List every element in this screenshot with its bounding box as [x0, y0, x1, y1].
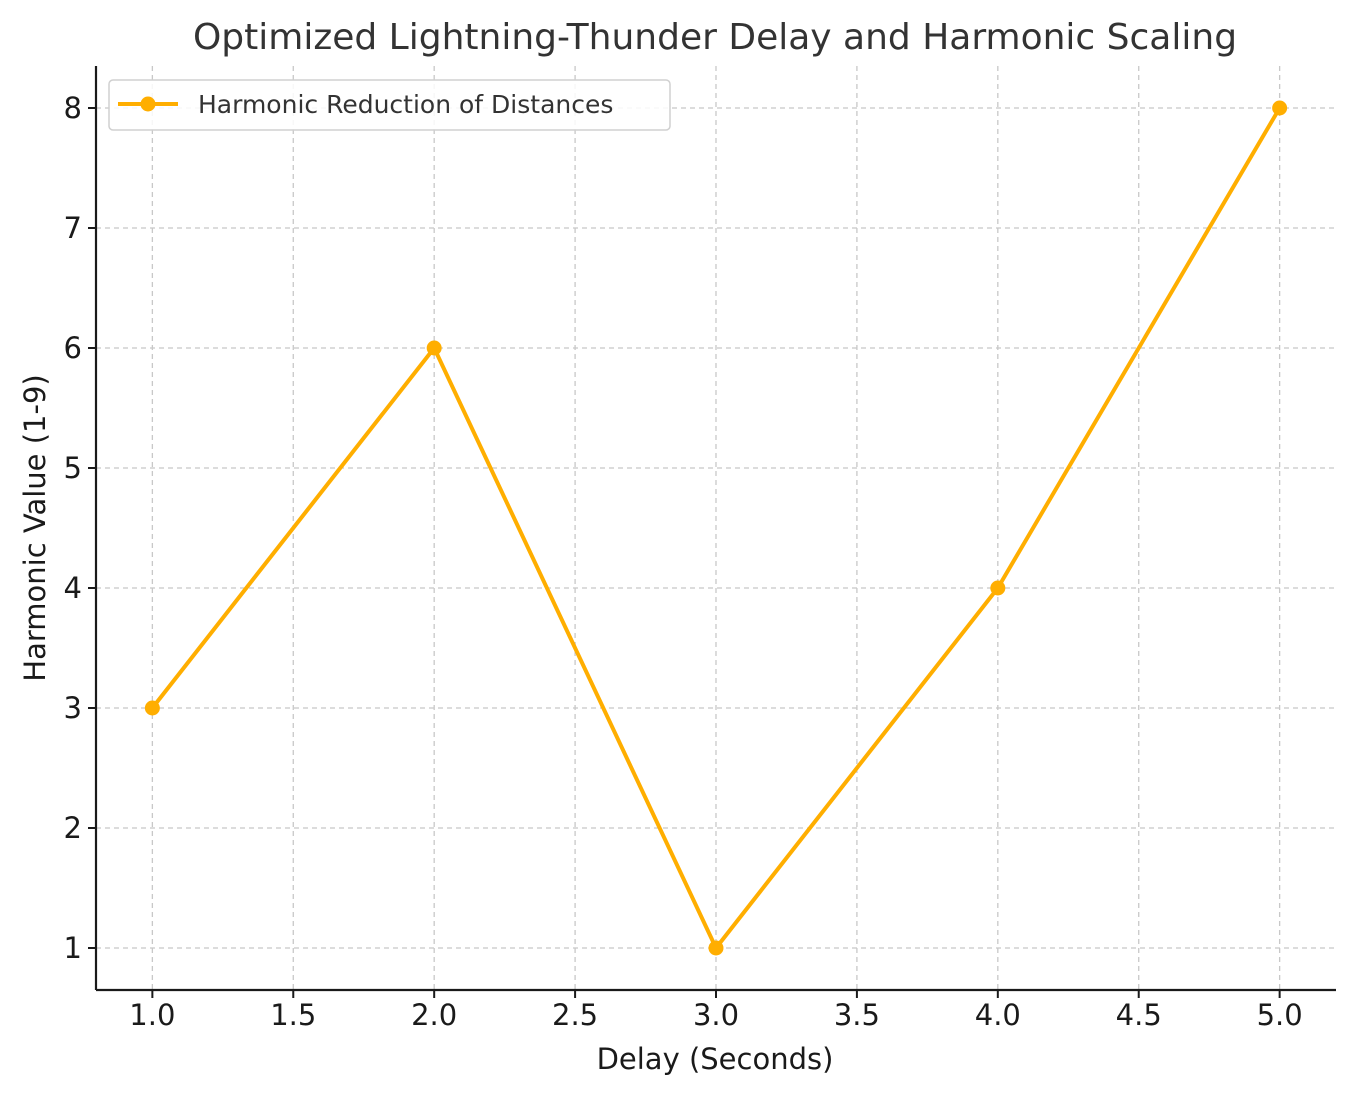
data-point	[426, 340, 442, 356]
legend: Harmonic Reduction of Distances	[108, 79, 671, 131]
x-tick-label: 1.5	[270, 998, 316, 1032]
y-tick-label: 6	[64, 331, 82, 365]
y-tick-label: 7	[64, 211, 82, 245]
grid	[96, 66, 1336, 990]
x-tick-label: 4.0	[975, 998, 1021, 1032]
y-axis-ticks: 1 2 3 4 5 6 7 8	[64, 91, 96, 965]
y-tick-label: 1	[64, 931, 82, 965]
y-axis-title: Harmonic Value (1-9)	[18, 374, 52, 681]
x-tick-label: 2.5	[552, 998, 598, 1032]
x-tick-label: 2.0	[411, 998, 457, 1032]
data-point	[708, 940, 724, 956]
x-axis-ticks: 1.0 1.5 2.0 2.5 3.0 3.5 4.0 4.5 5.0	[129, 990, 1303, 1032]
x-tick-label: 4.5	[1116, 998, 1162, 1032]
data-point	[144, 700, 160, 716]
x-tick-label: 3.0	[693, 998, 739, 1032]
y-tick-label: 4	[64, 571, 82, 605]
legend-box	[108, 79, 671, 131]
x-axis-title: Delay (Seconds)	[597, 1042, 834, 1076]
y-tick-label: 8	[64, 91, 82, 125]
y-tick-label: 3	[64, 691, 82, 725]
data-point	[990, 580, 1006, 596]
x-tick-label: 3.5	[834, 998, 880, 1032]
series-layer	[144, 100, 1288, 956]
legend-label: Harmonic Reduction of Distances	[198, 90, 613, 119]
data-point	[1272, 100, 1288, 116]
x-tick-label: 5.0	[1257, 998, 1303, 1032]
chart-title: Optimized Lightning-Thunder Delay and Ha…	[193, 17, 1237, 58]
y-tick-label: 5	[64, 451, 82, 485]
x-tick-label: 1.0	[129, 998, 175, 1032]
legend-marker-swatch	[140, 96, 156, 112]
y-tick-label: 2	[64, 811, 82, 845]
